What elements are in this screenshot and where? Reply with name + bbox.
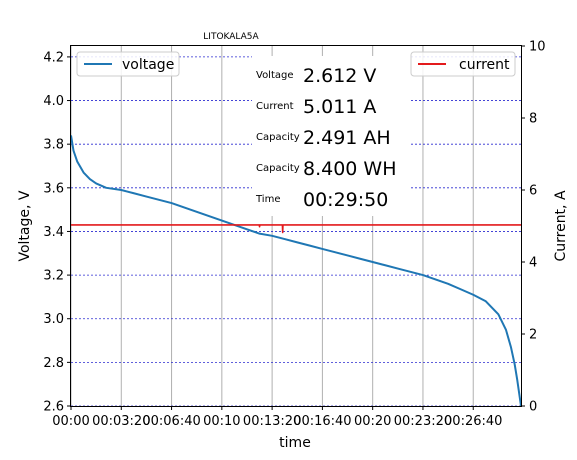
- y-axis-label-left: Voltage, V: [17, 190, 33, 261]
- legend-current-box: [410, 51, 516, 77]
- plot-frame: [70, 45, 522, 407]
- legend-voltage-label: voltage: [122, 57, 174, 73]
- y-right-tick-label: 4: [529, 256, 537, 271]
- readout-time-label: Time: [255, 194, 280, 205]
- chart-title: LITOKALA5A: [203, 32, 259, 42]
- x-axis-label: time: [279, 435, 311, 451]
- legend-voltage-box: [76, 51, 180, 77]
- y-axis-label-right: Current, A: [553, 190, 569, 261]
- readout-capacity-ah-value: 2.491 AH: [303, 127, 391, 149]
- y-left-tick-label: 2.6: [43, 400, 64, 415]
- x-tick-label: 00:06:40: [142, 414, 200, 429]
- y-left-tick-label: 3.0: [43, 312, 64, 327]
- readout-voltage-value: 2.612 V: [303, 65, 376, 87]
- readout-current-label: Current: [256, 101, 294, 112]
- readout-time-value: 00:29:50: [303, 189, 388, 211]
- y-left-tick-label: 4.0: [43, 94, 64, 109]
- x-tick-label: 00:00: [52, 414, 89, 429]
- x-tick-label: 00:20: [354, 414, 391, 429]
- y-right-tick-label: 10: [529, 40, 546, 55]
- legend-voltage: voltage: [76, 51, 180, 77]
- y-left-tick-label: 4.2: [43, 50, 64, 65]
- current-series-line: [71, 224, 521, 234]
- legend-current-label: current: [459, 57, 510, 73]
- readout-capacity-wh-label: Capacity: [256, 163, 300, 174]
- x-tick-label: 00:16:40: [293, 414, 351, 429]
- readout-capacity-wh-value: 8.400 WH: [303, 158, 397, 180]
- x-tick-label: 00:10: [203, 414, 240, 429]
- y-left-tick-label: 3.2: [43, 269, 64, 284]
- readout-voltage-label: Voltage: [256, 70, 294, 81]
- readout-current-value: 5.011 A: [303, 96, 376, 118]
- readout-panel: Voltage 2.612 V Current 5.011 A Capacity…: [252, 56, 410, 216]
- legend-current: current: [410, 51, 516, 77]
- y-right-tick-label: 2: [529, 328, 537, 343]
- y-left-tick-label: 3.8: [43, 138, 64, 153]
- y-left-tick-label: 3.4: [43, 225, 64, 240]
- readout-background: [252, 56, 410, 216]
- y-right-tick-label: 0: [529, 400, 537, 415]
- x-tick-label: 00:23:20: [394, 414, 452, 429]
- y-right-tick-label: 8: [529, 112, 537, 127]
- x-tick-label: 00:03:20: [92, 414, 150, 429]
- x-tick-label: 00:13:20: [243, 414, 301, 429]
- plot-series: [70, 135, 522, 407]
- readout-capacity-ah-label: Capacity: [256, 132, 300, 143]
- y-left-tick-label: 2.8: [43, 356, 64, 371]
- y-left-tick-label: 3.6: [43, 181, 64, 196]
- x-tick-label: 00:26:40: [444, 414, 502, 429]
- y-right-tick-label: 6: [529, 184, 537, 199]
- voltage-series-line: [70, 135, 522, 407]
